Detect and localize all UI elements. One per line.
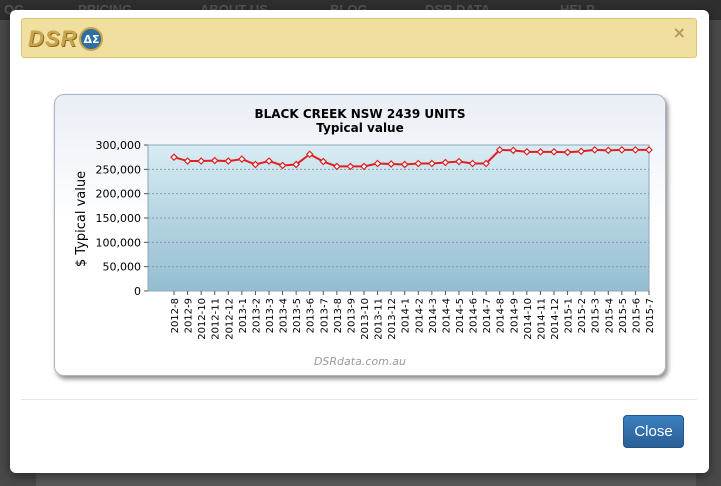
data-point[interactable] <box>400 160 409 169</box>
x-tick-label: 2014-7 <box>482 298 493 333</box>
x-tick-label: 2014-9 <box>509 298 520 333</box>
y-tick-label: 200,000 <box>96 188 142 201</box>
modal-header: DSR ΔΣ × <box>21 18 697 58</box>
data-point[interactable] <box>428 159 436 168</box>
data-point[interactable] <box>550 147 558 156</box>
data-point[interactable] <box>618 146 626 154</box>
x-tick-label: 2013-4 <box>279 298 290 333</box>
chart-modal: DSR ΔΣ × BLACK CREEK NSW 2439 UNITS Typi… <box>10 10 709 473</box>
data-point[interactable] <box>224 157 233 165</box>
x-tick-label: 2014-11 <box>536 298 547 340</box>
x-tick-label: 2014-5 <box>455 298 466 333</box>
data-point[interactable] <box>604 146 613 155</box>
x-tick-label: 2013-11 <box>374 298 385 340</box>
data-point[interactable] <box>441 158 450 167</box>
logo-text: DSR <box>28 26 78 51</box>
x-tick-label: 2015-2 <box>577 298 588 333</box>
x-tick-label: 2013-8 <box>333 298 344 333</box>
y-axis-label: $ Typical value <box>74 171 89 267</box>
data-point[interactable] <box>183 157 192 165</box>
x-tick-label: 2013-7 <box>319 298 330 333</box>
data-point[interactable] <box>251 160 260 169</box>
x-tick-label: 2015-6 <box>631 298 642 333</box>
data-point[interactable] <box>210 156 219 165</box>
x-tick-label: 2014-2 <box>414 298 425 333</box>
data-point[interactable] <box>631 146 640 154</box>
modal-footer-divider <box>21 399 697 400</box>
y-tick-label: 250,000 <box>96 163 142 176</box>
x-tick-label: 2013-2 <box>251 298 262 333</box>
data-point[interactable] <box>645 146 653 154</box>
data-point[interactable] <box>333 162 341 171</box>
x-tick-label: 2013-1 <box>238 298 249 333</box>
x-tick-label: 2013-6 <box>306 298 317 333</box>
data-point[interactable] <box>360 162 368 171</box>
data-point[interactable] <box>577 147 585 156</box>
data-point[interactable] <box>305 150 314 159</box>
data-point[interactable] <box>292 160 300 169</box>
x-tick-label: 2015-4 <box>604 298 615 333</box>
y-tick-label: 300,000 <box>96 139 142 152</box>
y-tick-label: 0 <box>134 285 141 298</box>
chart-title: BLACK CREEK NSW 2439 UNITS <box>254 107 465 121</box>
line-chart: BLACK CREEK NSW 2439 UNITS Typical value… <box>74 107 656 368</box>
data-point[interactable] <box>563 148 572 157</box>
background-panel <box>36 470 696 486</box>
x-tick-label: 2014-8 <box>496 298 507 333</box>
y-tick-label: 150,000 <box>96 212 142 225</box>
chart-watermark: DSRdata.com.au <box>314 355 406 368</box>
y-tick-label: 100,000 <box>96 236 142 249</box>
data-point[interactable] <box>468 159 477 168</box>
chart-card: BLACK CREEK NSW 2439 UNITS Typical value… <box>54 94 666 376</box>
data-point[interactable] <box>536 147 545 156</box>
logo-badge-icon: ΔΣ <box>79 27 104 51</box>
x-tick-label: 2015-1 <box>564 298 575 333</box>
data-point[interactable] <box>482 159 490 168</box>
data-point[interactable] <box>278 161 287 170</box>
x-tick-label: 2015-5 <box>618 298 629 333</box>
x-tick-label: 2012-11 <box>211 298 222 340</box>
x-tick-label: 2013-10 <box>360 298 371 340</box>
data-point[interactable] <box>590 146 599 154</box>
x-tick-label: 2013-5 <box>292 298 303 333</box>
data-point[interactable] <box>523 147 531 156</box>
data-point[interactable] <box>265 157 273 165</box>
x-tick-label: 2014-1 <box>401 298 412 333</box>
x-tick-label: 2015-7 <box>645 298 656 333</box>
data-point[interactable] <box>346 162 355 171</box>
x-tick-label: 2015-3 <box>591 298 602 333</box>
dsr-logo: DSR ΔΣ <box>28 26 104 51</box>
x-tick-label: 2012-10 <box>197 298 208 340</box>
data-point[interactable] <box>319 157 328 166</box>
data-point[interactable] <box>495 146 504 154</box>
data-point[interactable] <box>387 160 395 168</box>
close-button[interactable]: Close <box>623 415 684 448</box>
y-tick-label: 50,000 <box>103 261 142 274</box>
x-tick-label: 2014-6 <box>469 298 480 333</box>
data-point[interactable] <box>509 146 518 155</box>
chart-subtitle: Typical value <box>316 121 404 135</box>
x-tick-label: 2012-9 <box>184 298 195 333</box>
data-point[interactable] <box>170 153 178 162</box>
x-tick-label: 2012-8 <box>170 298 181 333</box>
x-tick-label: 2014-12 <box>550 298 561 340</box>
data-point[interactable] <box>455 157 463 166</box>
x-tick-label: 2012-12 <box>224 298 235 340</box>
x-tick-label: 2013-9 <box>346 298 357 333</box>
x-tick-label: 2014-10 <box>523 298 534 340</box>
data-point[interactable] <box>197 157 205 165</box>
data-point[interactable] <box>373 159 382 168</box>
close-icon[interactable]: × <box>672 23 686 42</box>
data-point[interactable] <box>238 155 246 163</box>
data-point[interactable] <box>414 159 423 168</box>
x-tick-label: 2014-4 <box>441 298 452 333</box>
x-tick-label: 2014-3 <box>428 298 439 333</box>
x-tick-label: 2013-3 <box>265 298 276 333</box>
x-tick-label: 2013-12 <box>387 298 398 340</box>
